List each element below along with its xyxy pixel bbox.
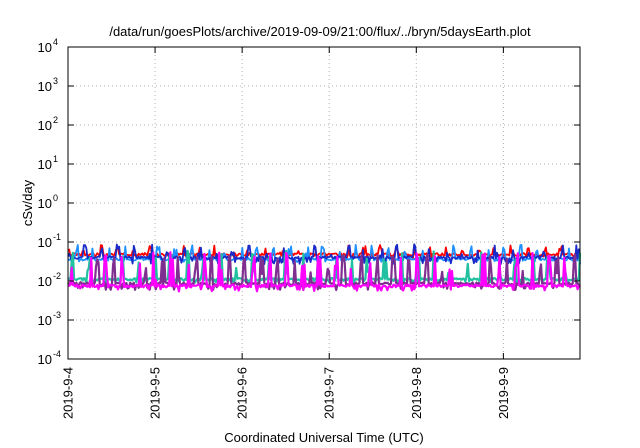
x-tick-label: 2019-9-9 <box>496 367 511 419</box>
y-tick-exponent: -4 <box>53 349 61 359</box>
y-tick-label: 10 <box>38 313 52 328</box>
x-tick-label: 2019-9-7 <box>322 367 337 419</box>
y-tick-label: 10 <box>38 274 52 289</box>
x-tick-label: 2019-9-4 <box>61 367 76 419</box>
y-tick-exponent: -2 <box>53 271 61 281</box>
y-tick-label: 10 <box>38 235 52 250</box>
series-group <box>67 243 582 293</box>
y-tick-exponent: 3 <box>53 76 58 86</box>
y-tick-exponent: 0 <box>53 193 58 203</box>
y-tick-label: 10 <box>38 352 52 367</box>
y-tick-exponent: 4 <box>53 37 58 47</box>
y-tick-exponent: 1 <box>53 154 58 164</box>
y-tick-base: 10 <box>38 274 52 289</box>
y-tick-base: 10 <box>38 235 52 250</box>
x-tick-label: 2019-9-6 <box>235 367 250 419</box>
y-tick-base: 10 <box>38 196 52 211</box>
y-tick-exponent: 2 <box>53 115 58 125</box>
y-tick-base: 10 <box>38 157 52 172</box>
grid <box>68 47 580 359</box>
y-tick-base: 10 <box>38 313 52 328</box>
x-tick-label: 2019-9-8 <box>409 367 424 419</box>
series-line <box>67 251 581 293</box>
x-tick-labels: 2019-9-4 2019-9-5 2019-9-6 2019-9-7 2019-9-8… <box>61 367 511 419</box>
tick-marks <box>67 46 580 360</box>
y-tick-exponent: -3 <box>53 310 61 320</box>
y-tick-base: 10 <box>38 352 52 367</box>
y-tick-label: 10 <box>38 79 52 94</box>
y-tick-label: 10 <box>38 40 52 55</box>
x-tick-label: 2019-9-5 <box>148 367 163 419</box>
y-axis-label: cSv/day <box>20 179 35 226</box>
y-tick-base: 10 <box>38 79 52 94</box>
y-tick-base: 10 <box>38 40 52 55</box>
y-tick-label: 10 <box>38 196 52 211</box>
chart-title: /data/run/goesPlots/archive/2019-09-09/2… <box>109 24 531 39</box>
y-tick-exponent: -1 <box>53 232 61 242</box>
y-tick-label: 10 <box>38 118 52 133</box>
x-axis-label: Coordinated Universal Time (UTC) <box>224 430 423 445</box>
y-tick-label: 10 <box>38 157 52 172</box>
y-tick-base: 10 <box>38 118 52 133</box>
